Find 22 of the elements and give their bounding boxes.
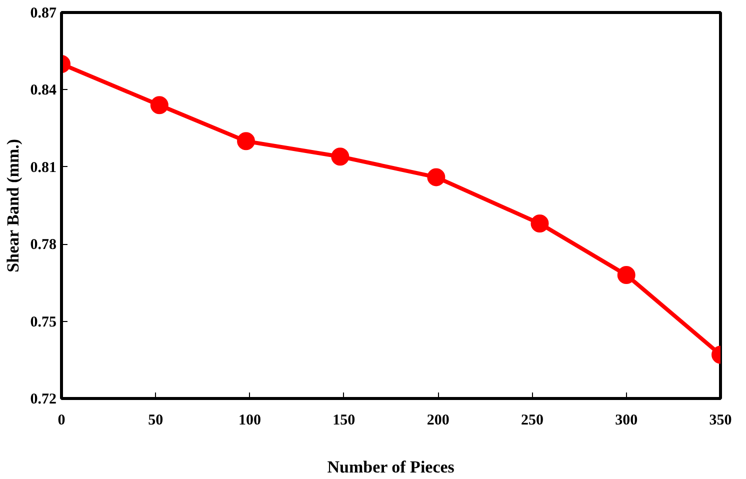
y-tick-label: 0.75 <box>30 314 56 330</box>
y-tick-label: 0.87 <box>30 6 57 22</box>
point <box>150 96 168 114</box>
y-tick-label: 0.72 <box>30 392 56 408</box>
x-tick-label: 150 <box>332 412 356 428</box>
point <box>617 266 636 284</box>
y-tick-label: 0.81 <box>30 160 56 176</box>
point <box>427 168 446 186</box>
x-axis-title: Number of Pieces <box>327 458 455 476</box>
x-tick-label: 200 <box>426 412 450 428</box>
x-tick-label: 300 <box>615 412 638 428</box>
x-tick-label: 50 <box>148 412 164 428</box>
x-tick-label: 0 <box>58 412 66 428</box>
y-axis-title: Shear Band (mm.) <box>3 138 22 272</box>
point <box>237 132 256 150</box>
y-tick-label: 0.78 <box>30 237 56 254</box>
x-tick-label: 250 <box>520 412 544 428</box>
point <box>331 148 350 166</box>
y-tick-label: 0.84 <box>30 82 57 99</box>
x-tick-label: 350 <box>709 412 732 428</box>
x-tick-label: 100 <box>238 412 262 428</box>
point <box>530 214 549 232</box>
